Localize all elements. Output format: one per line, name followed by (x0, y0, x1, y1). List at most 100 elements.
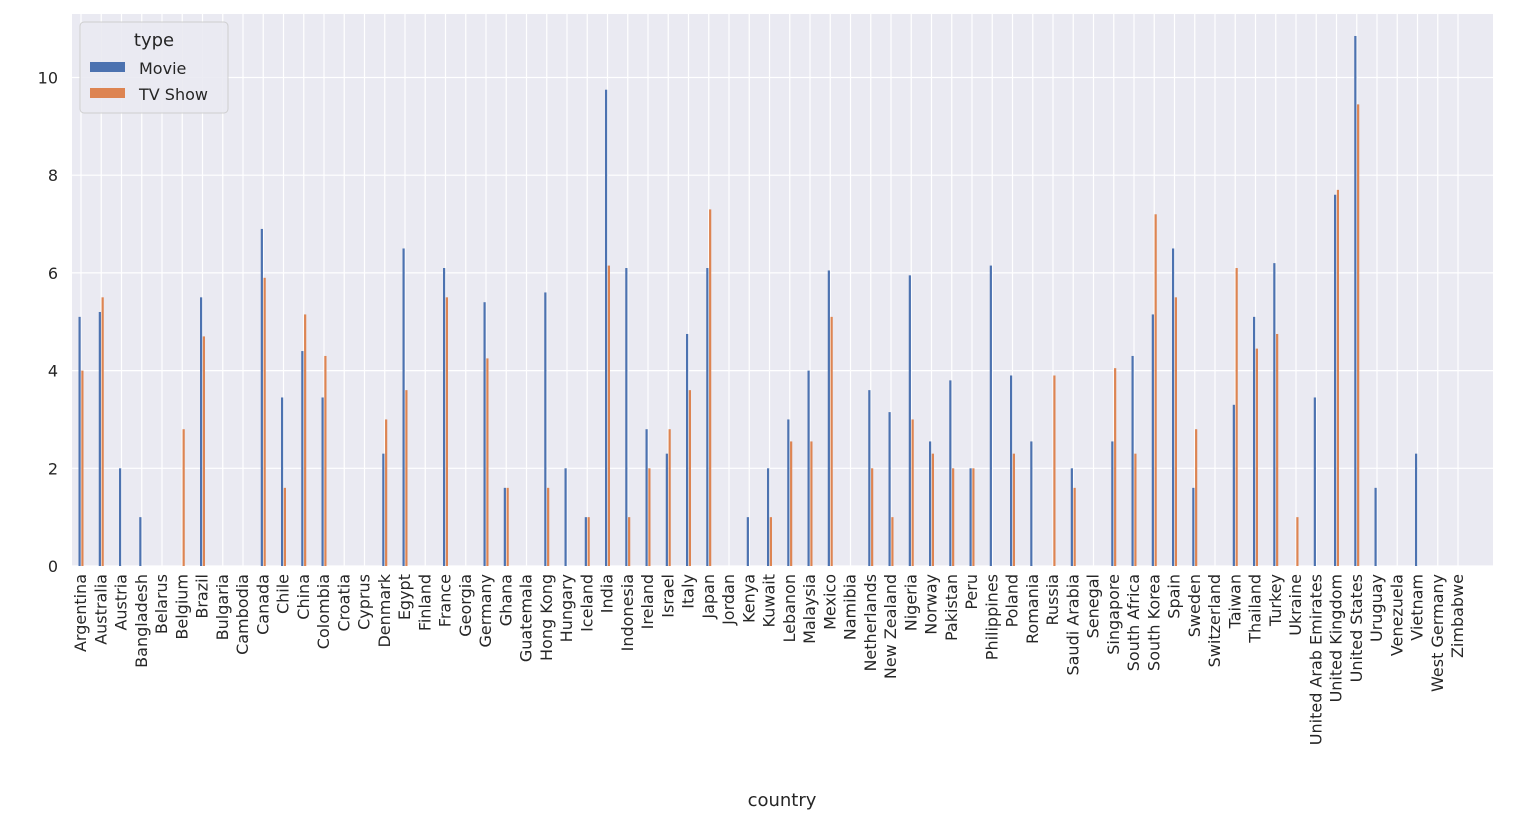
bar-tv-show-ukraine (1296, 517, 1299, 566)
legend-swatch-movie (90, 62, 125, 72)
x-tick-label: Turkey (1266, 574, 1285, 627)
bar-movie-south-korea (1151, 314, 1154, 566)
bar-tv-show-south-korea (1154, 214, 1157, 566)
x-tick-label: Norway (922, 574, 941, 635)
bar-movie-united-states (1354, 35, 1357, 566)
bar-movie-romania (1030, 441, 1033, 566)
x-tick-label: Netherlands (861, 574, 880, 672)
legend-label-movie: Movie (139, 59, 186, 78)
bar-movie-colombia (321, 397, 324, 566)
bar-tv-show-ghana (506, 487, 509, 566)
bar-tv-show-united-states (1357, 104, 1360, 567)
x-tick-label: Bangladesh (132, 574, 151, 668)
x-tick-label: Venezuela (1387, 574, 1406, 656)
x-tick-label: Romania (1023, 574, 1042, 644)
bar-movie-thailand (1253, 316, 1256, 566)
bar-movie-kuwait (767, 468, 770, 566)
bar-movie-china (301, 351, 304, 566)
bar-movie-denmark (382, 453, 385, 566)
plot-background (72, 14, 1493, 566)
x-tick-label: Cambodia (233, 574, 252, 655)
x-tick-label: Iceland (577, 574, 596, 632)
bar-tv-show-belgium (182, 429, 185, 566)
x-tick-label: Namibia (841, 574, 860, 640)
bar-movie-kenya (746, 517, 749, 566)
x-tick-label: Bulgaria (213, 574, 232, 640)
x-tick-label: Canada (253, 574, 272, 635)
bar-movie-italy (686, 333, 689, 566)
bar-movie-canada (260, 228, 263, 566)
bar-movie-india (605, 89, 608, 567)
bar-tv-show-chile (283, 487, 286, 566)
x-tick-label: Thailand (1246, 574, 1265, 644)
bars (78, 35, 1418, 567)
bar-tv-show-iceland (587, 517, 590, 566)
y-tick-label: 4 (48, 362, 58, 381)
x-tick-label: Colombia (314, 574, 333, 649)
bar-tv-show-poland (1012, 453, 1015, 566)
x-tick-label: United Arab Emirates (1306, 574, 1325, 745)
bar-tv-show-united-kingdom (1336, 189, 1339, 567)
bar-tv-show-sweden (1195, 429, 1198, 566)
bar-movie-taiwan (1232, 404, 1235, 566)
bar-tv-show-south-africa (1134, 453, 1137, 566)
bar-movie-singapore (1111, 441, 1114, 566)
bar-movie-netherlands (868, 390, 871, 566)
bar-tv-show-china (304, 314, 307, 566)
x-tick-label: Lebanon (780, 574, 799, 643)
bar-movie-nigeria (908, 275, 911, 566)
x-tick-label: Cyprus (355, 574, 374, 630)
bar-movie-malaysia (807, 370, 810, 566)
x-tick-label: Ghana (496, 574, 515, 626)
bar-movie-spain (1172, 248, 1175, 566)
bar-movie-ireland (645, 429, 648, 566)
bar-tv-show-japan (709, 209, 712, 566)
y-axis: 0 2 4 6 8 10 (38, 69, 58, 576)
bar-movie-mexico (827, 270, 830, 566)
bar-tv-show-norway (931, 453, 934, 566)
x-tick-label: Indonesia (618, 574, 637, 651)
x-tick-label: Zimbabwe (1448, 574, 1467, 658)
bar-tv-show-taiwan (1235, 268, 1238, 566)
y-tick-label: 2 (48, 459, 58, 478)
bar-tv-show-brazil (202, 336, 205, 566)
x-tick-label: Pakistan (942, 574, 961, 641)
bar-tv-show-canada (263, 277, 266, 566)
x-tick-label: Nigeria (901, 574, 920, 631)
legend: type Movie TV Show (79, 21, 229, 114)
bar-tv-show-italy (688, 390, 691, 566)
bar-tv-show-thailand (1255, 348, 1258, 566)
x-tick-label: Guatemala (517, 574, 536, 662)
x-tick-label: Switzerland (1205, 574, 1224, 667)
x-tick-label: Brazil (193, 574, 212, 619)
x-tick-label: Ukraine (1286, 574, 1305, 636)
x-tick-label: Mexico (820, 574, 839, 630)
bar-tv-show-indonesia (628, 517, 631, 566)
bar-movie-peru (969, 468, 972, 566)
legend-swatch-tv-show (90, 88, 125, 98)
bar-tv-show-hong-kong (547, 487, 550, 566)
bar-tv-show-israel (668, 429, 671, 566)
x-tick-label: Israel (658, 574, 677, 618)
x-tick-label: United Kingdom (1327, 574, 1346, 702)
bar-tv-show-russia (1053, 375, 1056, 566)
bar-tv-show-peru (972, 468, 975, 566)
bar-movie-australia (98, 311, 101, 566)
x-tick-label: Italy (679, 574, 698, 609)
bar-movie-new-zealand (888, 412, 891, 566)
x-tick-label: Uruguay (1367, 574, 1386, 642)
bar-movie-vietnam (1415, 453, 1418, 566)
bar-movie-philippines (989, 265, 992, 566)
x-tick-label: Sweden (1185, 574, 1204, 637)
bar-tv-show-argentina (81, 370, 84, 566)
bar-movie-hong-kong (544, 292, 547, 566)
bar-movie-south-africa (1131, 355, 1134, 566)
x-tick-label: Poland (1003, 574, 1022, 627)
bar-tv-show-kuwait (769, 517, 772, 566)
x-tick-label: Germany (476, 574, 495, 648)
bar-movie-united-arab-emirates (1313, 397, 1316, 566)
bar-tv-show-spain (1174, 297, 1177, 566)
x-tick-label: China (294, 574, 313, 620)
x-tick-label: Philippines (982, 574, 1001, 660)
